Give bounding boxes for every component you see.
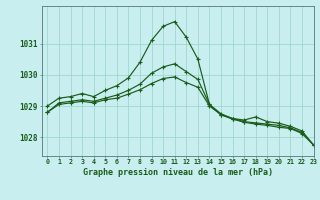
X-axis label: Graphe pression niveau de la mer (hPa): Graphe pression niveau de la mer (hPa) bbox=[83, 168, 273, 177]
